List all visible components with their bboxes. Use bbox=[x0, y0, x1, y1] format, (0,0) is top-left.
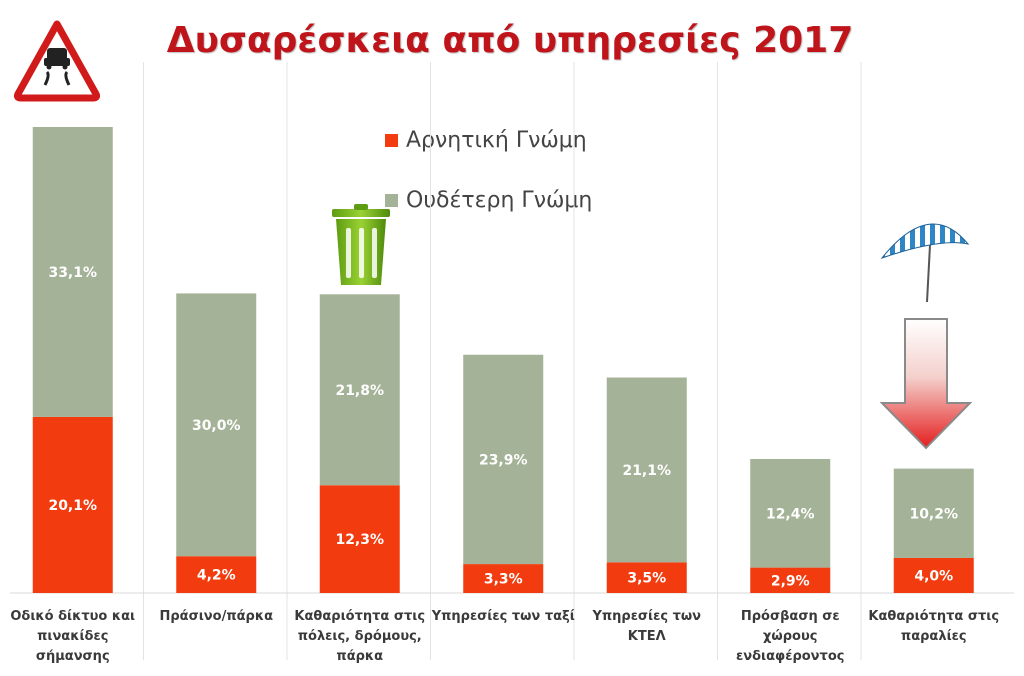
category-label-line: Οδικό δίκτυο και bbox=[10, 609, 135, 624]
bar-neutral bbox=[750, 458, 831, 568]
bar-neutral bbox=[32, 127, 113, 417]
bar-negative bbox=[893, 557, 974, 593]
data-labels: 20,1% 33,1% 4,2% 30,0% 12,3% 21,8% 3,3% 23,9% 3,… bbox=[48, 265, 958, 589]
category-labels: Οδικό δίκτυο και πινακίδες σήμανσης Πράσινο… bbox=[10, 609, 999, 664]
bar-negative bbox=[606, 562, 687, 593]
category-label-line: Υπηρεσίες των ταξί bbox=[431, 609, 575, 624]
category-label-line: πάρκα bbox=[336, 649, 383, 664]
bar-neutral bbox=[606, 377, 687, 563]
category-label-line: Καθαριότητα στις bbox=[294, 609, 425, 624]
category-dividers bbox=[10, 62, 1014, 660]
category-label-line: Πρόσβαση σε bbox=[741, 609, 840, 624]
data-label-neutral: 23,9% bbox=[479, 452, 528, 468]
data-label-neutral: 33,1% bbox=[48, 265, 97, 281]
category-label: Πρόσβαση σε χώρους ενδιαφέροντος bbox=[736, 609, 844, 664]
data-label-negative: 20,1% bbox=[48, 498, 97, 514]
category-label: Οδικό δίκτυο και πινακίδες σήμανσης bbox=[10, 609, 135, 664]
data-label-negative: 4,2% bbox=[197, 568, 236, 584]
bar-negative bbox=[750, 567, 831, 593]
data-label-neutral: 30,0% bbox=[192, 418, 241, 434]
category-label: Υπηρεσίες των ΚΤΕΛ bbox=[591, 609, 701, 644]
category-label-line: Υπηρεσίες των bbox=[591, 609, 701, 624]
legend-label-neutral: Ουδέτερη Γνώμη bbox=[406, 187, 593, 213]
bar-neutral bbox=[893, 468, 974, 558]
data-label-neutral: 10,2% bbox=[909, 506, 958, 522]
category-label-line: ενδιαφέροντος bbox=[736, 649, 844, 664]
data-label-negative: 4,0% bbox=[914, 568, 953, 584]
legend-item-neutral: Ουδέτερη Γνώμη bbox=[385, 185, 592, 215]
legend-swatch-neutral bbox=[385, 193, 398, 207]
category-label-line: πόλεις, δρόμους, bbox=[298, 629, 422, 644]
data-label-neutral: 21,8% bbox=[335, 383, 384, 399]
beach-umbrella-icon bbox=[880, 223, 970, 303]
data-label-negative: 2,9% bbox=[771, 573, 810, 589]
chart-title: Δυσαρέσκεια από υπηρεσίες 2017 bbox=[166, 20, 854, 61]
bar-negative bbox=[463, 564, 544, 593]
down-arrow-icon bbox=[879, 318, 973, 450]
legend-swatch-negative bbox=[385, 133, 398, 147]
legend-label-negative: Αρνητική Γνώμη bbox=[406, 127, 587, 153]
trash-bin-icon bbox=[332, 204, 390, 285]
data-label-negative: 12,3% bbox=[335, 532, 384, 548]
category-label: Υπηρεσίες των ταξί bbox=[431, 609, 575, 624]
legend: Αρνητική Γνώμη Ουδέτερη Γνώμη bbox=[385, 125, 592, 245]
category-label-line: Πράσινο/πάρκα bbox=[159, 609, 273, 624]
data-label-negative: 3,5% bbox=[627, 571, 666, 587]
slippery-road-warning-icon bbox=[13, 20, 101, 102]
category-label-line: Καθαριότητα στις bbox=[868, 609, 999, 624]
category-label-line: ΚΤΕΛ bbox=[628, 629, 666, 644]
bars bbox=[32, 127, 974, 593]
bar-negative bbox=[319, 485, 400, 593]
bar-negative bbox=[32, 416, 113, 593]
legend-item-negative: Αρνητική Γνώμη bbox=[385, 125, 592, 155]
category-label: Πράσινο/πάρκα bbox=[159, 609, 273, 624]
bar-neutral bbox=[319, 294, 400, 486]
data-label-neutral: 12,4% bbox=[766, 506, 815, 522]
data-label-neutral: 21,1% bbox=[622, 463, 671, 479]
category-label: Καθαριότητα στις πόλεις, δρόμους, πάρκα bbox=[294, 609, 425, 664]
category-label-line: παραλίες bbox=[901, 629, 967, 644]
bar-negative bbox=[176, 556, 257, 593]
category-label-line: πινακίδες bbox=[37, 629, 108, 644]
bar-neutral bbox=[463, 354, 544, 565]
bar-neutral bbox=[176, 293, 257, 557]
data-label-negative: 3,3% bbox=[484, 572, 523, 588]
category-label: Καθαριότητα στις παραλίες bbox=[868, 609, 999, 644]
category-label-line: σήμανσης bbox=[36, 649, 110, 664]
category-label-line: χώρους bbox=[763, 629, 817, 644]
